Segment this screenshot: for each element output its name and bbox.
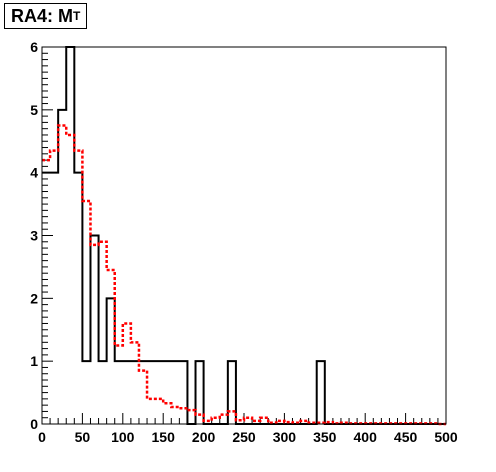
x-tick-label: 100	[111, 429, 135, 445]
x-tick-label: 400	[354, 429, 378, 445]
y-tick-label: 0	[30, 416, 38, 432]
x-tick-label: 450	[394, 429, 418, 445]
x-tick-label: 300	[273, 429, 297, 445]
y-tick-label: 6	[30, 39, 38, 55]
x-tick-label: 150	[152, 429, 176, 445]
x-tick-label: 350	[313, 429, 337, 445]
series-layer	[42, 46, 446, 426]
y-tick-label: 4	[30, 165, 38, 181]
data-histogram-line	[42, 46, 446, 425]
chart-title-subscript: T	[73, 9, 81, 23]
x-tick-label: 50	[75, 429, 91, 445]
chart-title-main: RA4: M	[11, 5, 73, 26]
x-tick-label: 500	[434, 429, 458, 445]
x-tick-label: 200	[192, 429, 216, 445]
expectation-histogram-line	[42, 124, 446, 426]
y-tick-label: 1	[30, 353, 38, 369]
y-tick-label: 2	[30, 290, 38, 306]
y-tick-label: 3	[30, 228, 38, 244]
axis-ticks	[41, 46, 447, 425]
x-tick-label: 250	[232, 429, 256, 445]
plot-frame	[41, 46, 447, 425]
tick-labels: 0 50 100 150 200 250 300 350 400 450 500 0 1 2 3 4 5 6	[30, 39, 458, 445]
y-tick-label: 5	[30, 102, 38, 118]
x-tick-label: 0	[38, 429, 46, 445]
